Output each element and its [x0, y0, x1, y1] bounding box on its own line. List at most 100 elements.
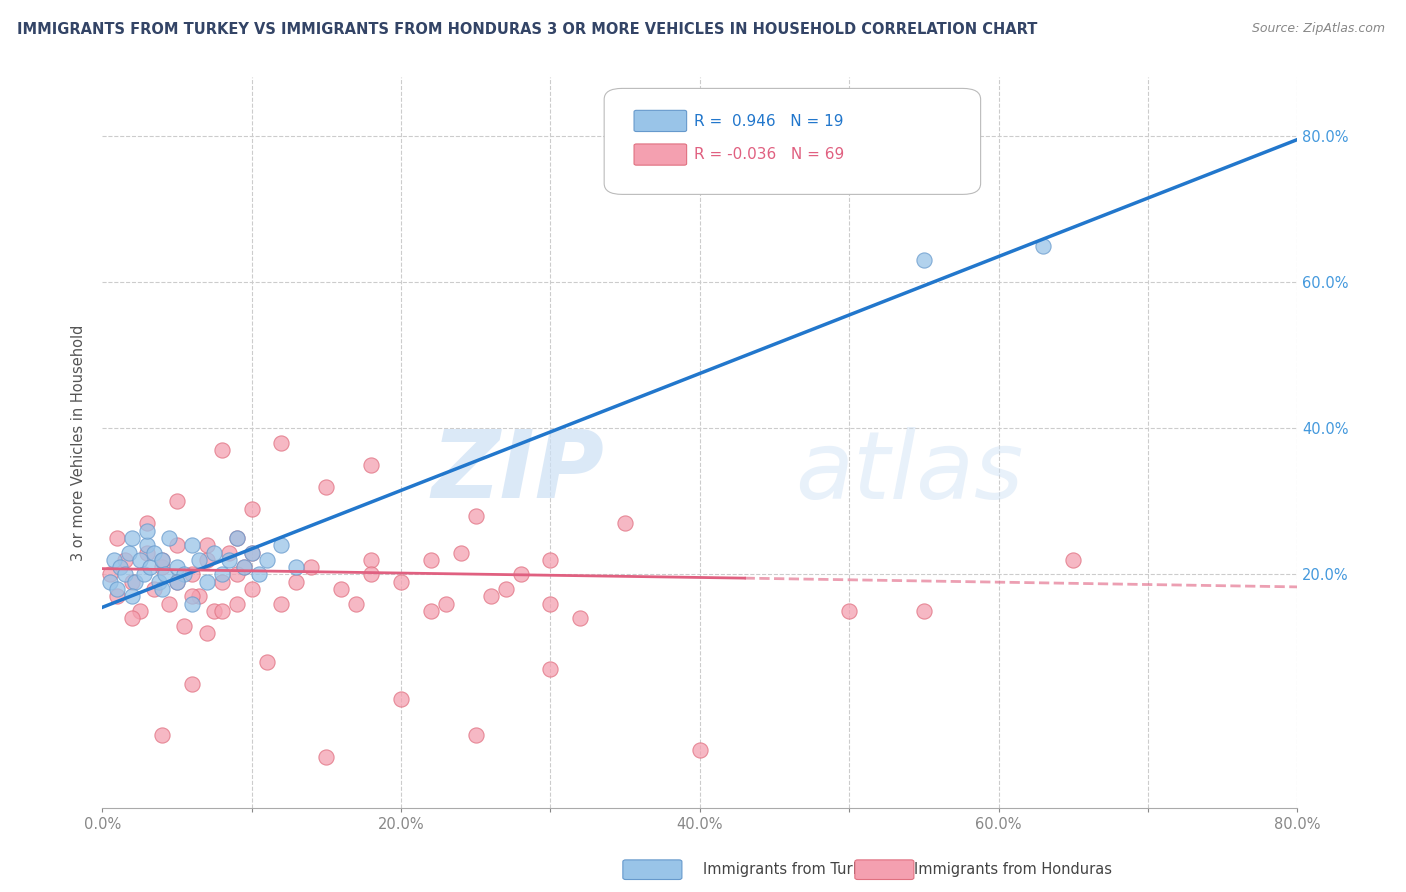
Point [195, 626, 218, 640]
Point [159, 531, 181, 545]
Point [105, 531, 128, 545]
Point [173, 618, 195, 632]
Point [218, 545, 240, 559]
Point [188, 553, 211, 567]
Point [124, 574, 146, 589]
Point [538, 553, 561, 567]
Point [118, 545, 141, 559]
Point [315, 750, 337, 764]
Point [180, 538, 202, 552]
Point [240, 545, 263, 559]
Point [153, 567, 176, 582]
Point [285, 574, 308, 589]
Point [211, 574, 233, 589]
Point [247, 567, 270, 582]
Point [114, 553, 136, 567]
Point [180, 597, 202, 611]
Point [912, 604, 935, 618]
Point [225, 597, 247, 611]
Point [299, 560, 322, 574]
Point [150, 728, 173, 742]
Point [136, 516, 159, 531]
Point [121, 531, 143, 545]
Text: R = -0.036   N = 69: R = -0.036 N = 69 [693, 147, 844, 162]
Point [188, 590, 211, 604]
Point [389, 574, 412, 589]
Point [912, 253, 935, 268]
Point [211, 567, 233, 582]
Point [128, 553, 150, 567]
Point [256, 553, 278, 567]
Point [98, 574, 121, 589]
Text: atlas: atlas [796, 426, 1024, 517]
Point [285, 560, 308, 574]
Point [434, 597, 457, 611]
Point [315, 480, 337, 494]
Point [1062, 553, 1084, 567]
Point [389, 691, 412, 706]
Point [150, 553, 173, 567]
Point [479, 590, 502, 604]
Point [495, 582, 517, 596]
Point [202, 604, 225, 618]
Point [132, 567, 155, 582]
Text: R =  0.946   N = 19: R = 0.946 N = 19 [693, 114, 844, 128]
Point [270, 436, 292, 450]
Point [195, 574, 218, 589]
Point [450, 545, 472, 559]
Point [211, 604, 233, 618]
Point [330, 582, 353, 596]
Point [143, 582, 166, 596]
Point [105, 582, 128, 596]
Point [344, 597, 367, 611]
Point [136, 524, 159, 538]
Point [240, 582, 263, 596]
Point [143, 545, 166, 559]
Point [538, 663, 561, 677]
Point [509, 567, 531, 582]
Point [166, 560, 188, 574]
Point [211, 443, 233, 458]
Point [256, 655, 278, 669]
Point [538, 597, 561, 611]
Point [180, 567, 202, 582]
Point [136, 545, 159, 559]
Point [233, 560, 256, 574]
Point [128, 604, 150, 618]
Point [103, 553, 125, 567]
Point [148, 574, 170, 589]
Point [569, 611, 592, 625]
Point [121, 574, 143, 589]
Point [838, 604, 860, 618]
Point [202, 545, 225, 559]
Point [240, 501, 263, 516]
Text: IMMIGRANTS FROM TURKEY VS IMMIGRANTS FROM HONDURAS 3 OR MORE VEHICLES IN HOUSEHO: IMMIGRANTS FROM TURKEY VS IMMIGRANTS FRO… [17, 22, 1038, 37]
Point [225, 567, 247, 582]
Point [233, 560, 256, 574]
Point [173, 567, 195, 582]
FancyBboxPatch shape [605, 88, 980, 194]
Point [419, 604, 441, 618]
Point [195, 538, 218, 552]
Point [98, 567, 121, 582]
Point [166, 574, 188, 589]
Point [270, 538, 292, 552]
Point [166, 494, 188, 508]
Point [105, 590, 128, 604]
Point [360, 458, 382, 472]
Point [270, 597, 292, 611]
Point [166, 574, 188, 589]
Point [121, 611, 143, 625]
Y-axis label: 3 or more Vehicles in Household: 3 or more Vehicles in Household [72, 325, 86, 561]
Point [166, 538, 188, 552]
Point [240, 545, 263, 559]
Point [360, 567, 382, 582]
Point [159, 597, 181, 611]
Text: Immigrants from Turkey: Immigrants from Turkey [703, 863, 879, 877]
FancyBboxPatch shape [634, 144, 686, 165]
Text: Source: ZipAtlas.com: Source: ZipAtlas.com [1251, 22, 1385, 36]
Point [419, 553, 441, 567]
Point [689, 743, 711, 757]
Point [464, 728, 486, 742]
Point [150, 553, 173, 567]
